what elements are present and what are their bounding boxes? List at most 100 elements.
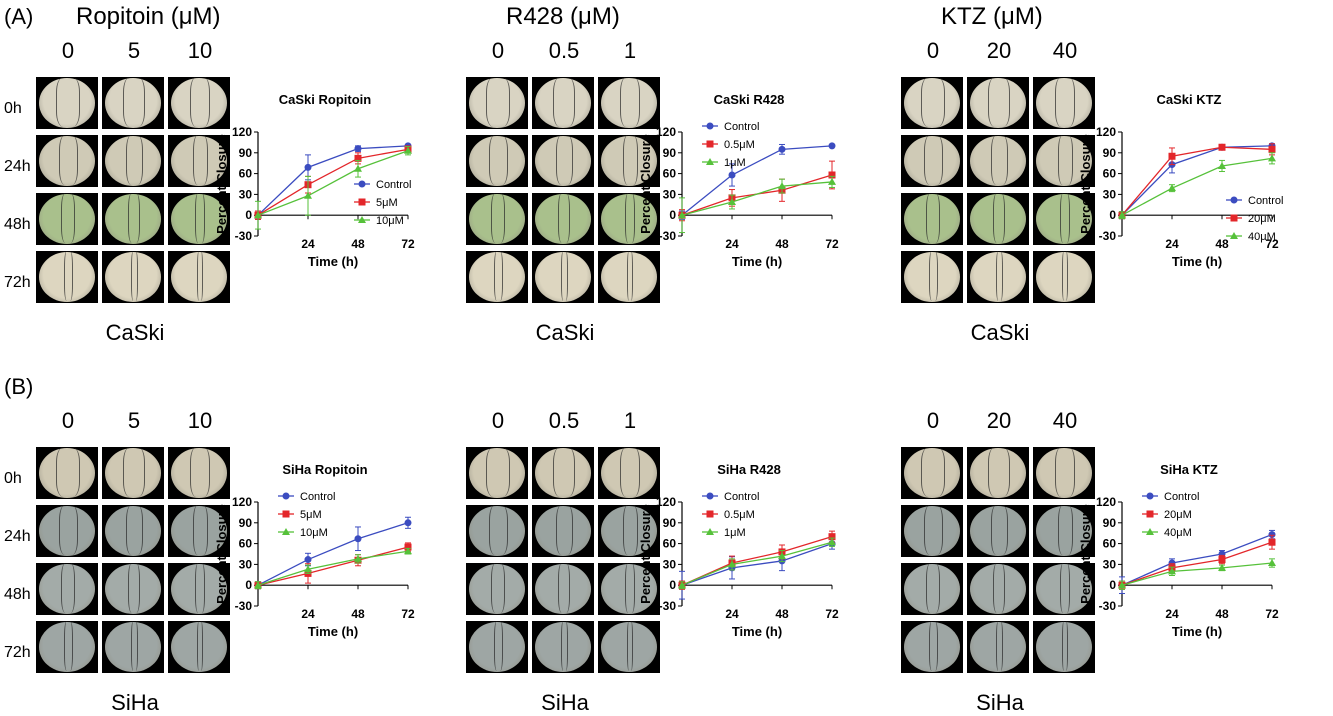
- micrograph-tile: [967, 447, 1029, 499]
- micrograph-tile: [102, 563, 164, 615]
- concentration-label: 20: [986, 38, 1012, 63]
- x-tick-label: 24: [725, 607, 739, 621]
- legend-label: 10μM: [300, 527, 328, 539]
- scratch-wound: [1055, 447, 1075, 497]
- concentration-label: 0: [926, 408, 940, 433]
- scratch-wound: [988, 447, 1010, 497]
- scratch-wound: [921, 447, 945, 497]
- scratch-wound: [553, 447, 575, 497]
- scratch-wound: [620, 77, 640, 127]
- micrograph-tile: [1033, 77, 1095, 129]
- scratch-wound: [627, 621, 633, 671]
- series-line: [681, 542, 833, 586]
- micrograph-tile: [598, 563, 660, 615]
- scratch-wound: [125, 135, 143, 185]
- data-point: [828, 533, 836, 541]
- micrograph-tile: [598, 251, 660, 303]
- y-axis-label: Percent Closure: [1078, 134, 1093, 234]
- micrograph-tile: [598, 505, 660, 557]
- x-tick-label: 72: [825, 237, 839, 251]
- micrograph-tile: [36, 77, 98, 129]
- legend-label: 5μM: [376, 197, 398, 209]
- micrograph-tile: [901, 447, 963, 499]
- concentration-label: 0: [926, 38, 940, 63]
- scratch-wound: [195, 563, 205, 613]
- micrograph-tile: [1033, 505, 1095, 557]
- legend-label: 40μM: [1248, 231, 1276, 243]
- scratch-wound: [993, 563, 1005, 613]
- data-point: [828, 177, 836, 185]
- legend-label: 20μM: [1248, 213, 1276, 225]
- x-tick-label: 48: [351, 607, 365, 621]
- scratch-wound: [491, 563, 505, 613]
- concentration-label: 10: [187, 408, 213, 433]
- micrograph-tile: [168, 77, 230, 129]
- micrograph-tile: [102, 193, 164, 245]
- scratch-wound: [130, 251, 138, 301]
- chart-title: CaSki R428: [714, 92, 785, 107]
- series-line: [1121, 145, 1273, 216]
- x-tick-label: 24: [301, 237, 315, 251]
- micrograph-tile: [532, 135, 594, 187]
- micrograph-tile: [532, 505, 594, 557]
- series-line: [257, 145, 409, 216]
- scratch-wound: [560, 251, 568, 301]
- micrograph-tile: [36, 193, 98, 245]
- legend-label: 5μM: [300, 509, 322, 521]
- micrograph-tile: [102, 77, 164, 129]
- legend-marker: [706, 510, 714, 518]
- micrograph-tile: [1033, 621, 1095, 673]
- concentration-label: 0: [491, 408, 505, 433]
- scratch-wound: [1060, 193, 1070, 243]
- data-point: [1218, 556, 1226, 564]
- scratch-wound: [192, 135, 208, 185]
- legend-label: 0.5μM: [724, 509, 755, 521]
- concentration-label: 40: [1052, 38, 1078, 63]
- scratch-wound: [58, 135, 78, 185]
- x-tick-label: 24: [1165, 607, 1179, 621]
- y-tick-label: 90: [663, 146, 677, 160]
- series-line: [257, 550, 409, 586]
- legend-label: Control: [300, 491, 335, 503]
- scratch-wound: [125, 505, 143, 555]
- legend-label: 40μM: [1164, 527, 1192, 539]
- scratch-wound: [61, 563, 75, 613]
- y-tick-label: 0: [245, 578, 252, 592]
- micrograph-tile: [532, 621, 594, 673]
- micrograph-tile: [1033, 135, 1095, 187]
- x-axis-label: Time (h): [732, 624, 782, 639]
- micrograph-tile: [36, 447, 98, 499]
- y-tick-label: 90: [239, 146, 253, 160]
- concentration-label: 10: [187, 38, 213, 63]
- drug-title: KTZ (μM): [941, 3, 1043, 30]
- panel-label: (B): [4, 374, 34, 399]
- scratch-wound: [488, 135, 508, 185]
- line-chart: SiHa R428 -30 0 30 60 90 120 24 48 72 Time (h) Perc…: [638, 462, 839, 639]
- scratch-wound: [988, 77, 1010, 127]
- data-point: [678, 211, 686, 219]
- scratch-wound: [190, 447, 210, 497]
- micrograph-tile: [532, 251, 594, 303]
- y-tick-label: -30: [659, 599, 677, 613]
- data-point: [254, 211, 262, 219]
- series-line: [257, 522, 409, 586]
- line-chart: CaSki R428 -30 0 30 60 90 120 24 48 72 Time (h) Per…: [638, 92, 839, 269]
- chart-title: CaSki Ropitoin: [279, 92, 372, 107]
- y-tick-label: 30: [1103, 187, 1117, 201]
- y-tick-label: 90: [239, 516, 253, 530]
- scratch-wound: [1062, 621, 1068, 671]
- micrograph-tile: [598, 447, 660, 499]
- scratch-wound: [620, 447, 640, 497]
- concentration-label: 20: [986, 408, 1012, 433]
- scratch-wound: [488, 505, 508, 555]
- scratch-wound: [63, 251, 73, 301]
- micrograph-tile: [466, 193, 528, 245]
- y-tick-label: 60: [239, 167, 253, 181]
- scratch-wound: [995, 251, 1003, 301]
- micrograph-tile: [168, 505, 230, 557]
- chart-title: CaSki KTZ: [1156, 92, 1221, 107]
- cell-line-label: SiHa: [541, 690, 589, 715]
- scratch-wound: [923, 135, 943, 185]
- x-tick-label: 48: [351, 237, 365, 251]
- concentration-label: 1: [623, 408, 637, 433]
